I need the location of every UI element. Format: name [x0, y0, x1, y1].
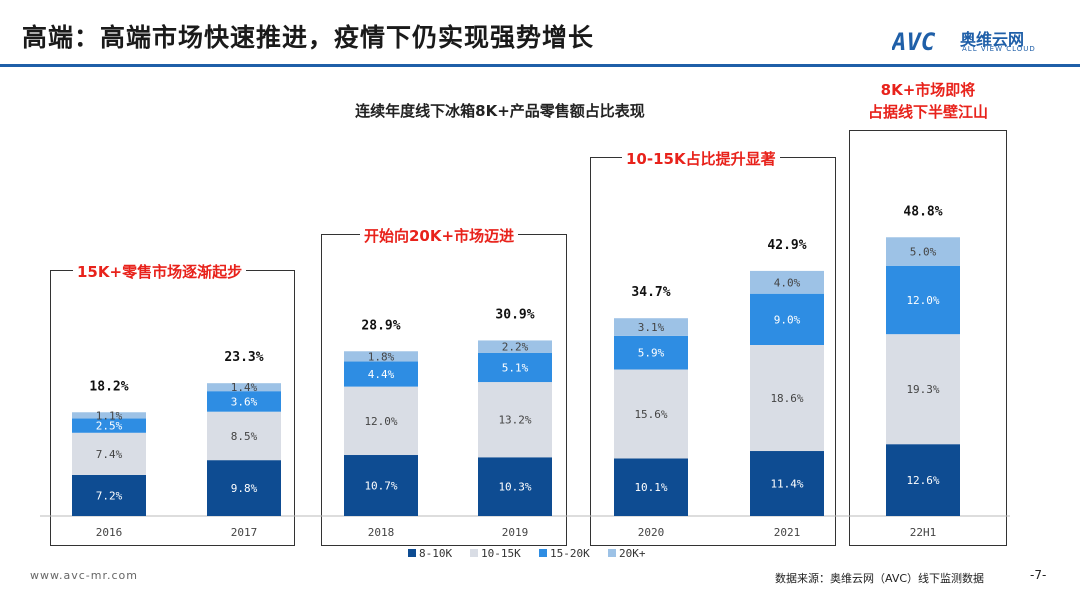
legend-swatch-20K+ — [608, 549, 616, 557]
callout-8k-plus-line2: 占据线下半壁江山 — [867, 103, 988, 121]
bar-2017-15-20K — [207, 391, 281, 412]
bar-label-2016-20K+: 1.1% — [96, 409, 123, 422]
bar-2018-20K+ — [344, 351, 418, 362]
callout-8k-plus-line1: 8K+市场即将 — [880, 81, 976, 99]
legend-label-15-20K: 15-20K — [550, 547, 590, 560]
callout-10-15k: 10-15K占比提升显著 — [622, 148, 780, 169]
logo-mark: AVC — [892, 28, 936, 56]
website-url[interactable]: www.avc-mr.com — [30, 569, 138, 582]
bar-2019-20K+ — [478, 340, 552, 353]
bar-label-2017-15-20K: 3.6% — [231, 395, 258, 408]
bar-2017-20K+ — [207, 383, 281, 392]
x-tick-2017: 2017 — [231, 526, 258, 539]
chart-title: 连续年度线下冰箱8K+产品零售额占比表现 — [355, 102, 645, 120]
total-label-2016: 18.2% — [89, 379, 128, 394]
bar-label-2019-20K+: 2.2% — [502, 341, 529, 354]
bar-label-22H1-10-15K: 19.3% — [906, 383, 939, 396]
bar-2018-15-20K — [344, 361, 418, 387]
x-tick-2016: 2016 — [96, 526, 123, 539]
bar-label-2018-20K+: 1.8% — [368, 350, 395, 363]
bar-label-2021-15-20K: 9.0% — [774, 313, 801, 326]
bar-2020-15-20K — [614, 335, 688, 370]
period-box-22h1 — [849, 130, 1007, 546]
title-rule — [0, 64, 1080, 67]
bar-label-2018-10-15K: 12.0% — [364, 415, 397, 428]
data-source: 数据来源：奥维云网（AVC）线下监测数据 — [775, 572, 985, 585]
avc-logo: AVC — [892, 28, 936, 56]
bar-label-2018-8-10K: 10.7% — [364, 480, 397, 493]
bar-label-22H1-20K+: 5.0% — [910, 246, 937, 259]
total-label-22H1: 48.8% — [903, 204, 942, 219]
callout-8k-plus: 8K+市场即将 占据线下半壁江山 — [843, 79, 1013, 123]
logo-text: 奥维云网 — [960, 30, 1025, 49]
bar-2021-8-10K — [750, 451, 824, 516]
total-label-2019: 30.9% — [495, 307, 534, 322]
bar-2019-10-15K — [478, 382, 552, 458]
bar-2021-20K+ — [750, 270, 824, 294]
x-tick-22H1: 22H1 — [910, 526, 937, 539]
bar-2016-15-20K — [72, 418, 146, 433]
bar-label-2018-15-20K: 4.4% — [368, 368, 395, 381]
bar-22H1-8-10K — [886, 444, 960, 516]
bar-2019-8-10K — [478, 457, 552, 516]
bar-label-2017-10-15K: 8.5% — [231, 430, 258, 443]
bar-2016-10-15K — [72, 432, 146, 475]
bar-label-2017-20K+: 1.4% — [231, 381, 258, 394]
bar-label-2020-15-20K: 5.9% — [638, 347, 665, 360]
bar-label-22H1-8-10K: 12.6% — [906, 474, 939, 487]
legend-label-10-15K: 10-15K — [481, 547, 521, 560]
total-label-2017: 23.3% — [224, 350, 263, 365]
bar-2020-10-15K — [614, 369, 688, 459]
bar-label-2019-15-20K: 5.1% — [502, 362, 529, 375]
legend-swatch-15-20K — [539, 549, 547, 557]
callout-20k-plus: 开始向20K+市场迈进 — [360, 225, 519, 246]
page-title: 高端：高端市场快速推进，疫情下仍实现强势增长 — [22, 23, 595, 52]
bar-2021-10-15K — [750, 345, 824, 452]
bar-label-2020-20K+: 3.1% — [638, 321, 665, 334]
x-tick-2020: 2020 — [638, 526, 665, 539]
x-tick-2019: 2019 — [502, 526, 529, 539]
bar-2019-15-20K — [478, 352, 552, 383]
bar-22H1-20K+ — [886, 237, 960, 266]
bar-label-2016-10-15K: 7.4% — [96, 448, 123, 461]
legend-label-8-10K: 8-10K — [419, 547, 452, 560]
total-label-2021: 42.9% — [767, 238, 806, 253]
total-label-2020: 34.7% — [631, 285, 670, 300]
bar-label-2016-8-10K: 7.2% — [96, 489, 123, 502]
legend-swatch-10-15K — [470, 549, 478, 557]
bar-2017-8-10K — [207, 460, 281, 516]
bar-label-2020-10-15K: 15.6% — [634, 408, 667, 421]
bar-2016-20K+ — [72, 412, 146, 419]
bar-label-2016-15-20K: 2.5% — [96, 420, 123, 433]
callout-15k-plus: 15K+零售市场逐渐起步 — [73, 261, 247, 282]
x-tick-2018: 2018 — [368, 526, 395, 539]
bar-label-2017-8-10K: 9.8% — [231, 482, 258, 495]
bar-label-2021-8-10K: 11.4% — [770, 478, 803, 491]
total-label-2018: 28.9% — [361, 318, 400, 333]
logo-subtitle: ALL VIEW CLOUD — [962, 45, 1036, 53]
bar-2017-10-15K — [207, 411, 281, 461]
bar-2021-15-20K — [750, 293, 824, 345]
bar-2016-8-10K — [72, 474, 146, 516]
bar-22H1-10-15K — [886, 334, 960, 445]
bar-label-2021-10-15K: 18.6% — [770, 392, 803, 405]
x-tick-2021: 2021 — [774, 526, 801, 539]
bar-label-2020-8-10K: 10.1% — [634, 481, 667, 494]
bar-2018-10-15K — [344, 386, 418, 456]
bar-label-22H1-15-20K: 12.0% — [906, 294, 939, 307]
legend-label-20K+: 20K+ — [619, 547, 646, 560]
page-number: -7- — [1030, 568, 1047, 582]
bar-label-2021-20K+: 4.0% — [774, 276, 801, 289]
bar-2018-8-10K — [344, 455, 418, 516]
legend-swatch-8-10K — [408, 549, 416, 557]
bar-2020-8-10K — [614, 458, 688, 516]
bar-label-2019-8-10K: 10.3% — [498, 481, 531, 494]
bar-label-2019-10-15K: 13.2% — [498, 414, 531, 427]
bar-2020-20K+ — [614, 318, 688, 336]
bar-22H1-15-20K — [886, 265, 960, 335]
